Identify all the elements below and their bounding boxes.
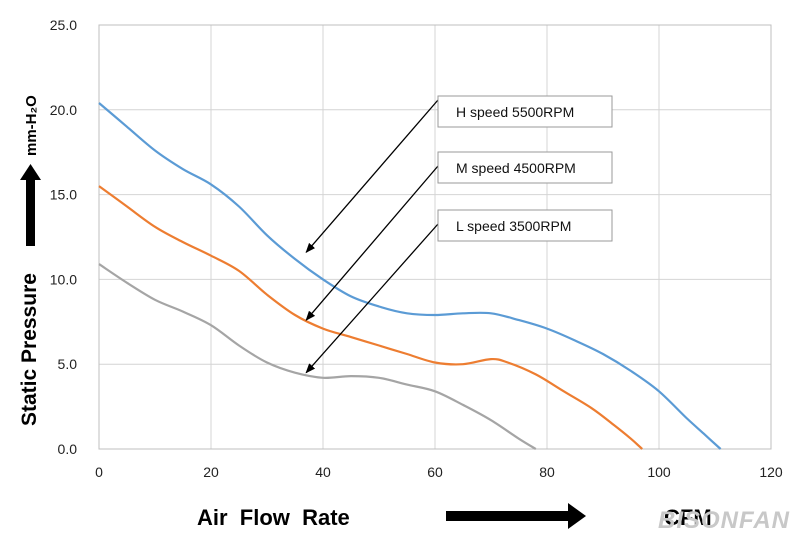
series-lines <box>98 102 722 450</box>
x-tick-label: 60 <box>427 464 443 480</box>
annotation-box <box>437 209 613 242</box>
y-tick-label: 0.0 <box>58 441 78 457</box>
x-tick-label: 20 <box>203 464 219 480</box>
x-axis-label: Air Flow Rate <box>197 505 350 530</box>
annotation-arrow <box>305 223 439 374</box>
y-tick-label: 15.0 <box>50 187 77 203</box>
y-axis-arrow-shaft <box>26 178 35 246</box>
series-line-1 <box>98 185 643 450</box>
annotation-label: M speed 4500RPM <box>456 160 576 176</box>
y-tick-label: 20.0 <box>50 102 77 118</box>
x-tick-label: 0 <box>95 464 103 480</box>
annotations: H speed 5500RPM M speed 4500RPM L speed 35… <box>305 95 613 374</box>
y-axis-label-group: Static Pressure mm-H₂O <box>18 95 41 426</box>
series-line-2 <box>98 263 537 450</box>
annotation-box <box>437 151 613 184</box>
watermark-logo: BISONFAN <box>658 507 790 534</box>
x-axis-unit: CFM <box>664 505 712 530</box>
series-line-0 <box>98 102 722 450</box>
y-axis-label: Static Pressure <box>18 273 41 426</box>
x-tick-label: 80 <box>539 464 555 480</box>
annotation-arrow <box>305 99 439 254</box>
annotation-label: H speed 5500RPM <box>456 104 574 120</box>
x-tick-label: 120 <box>759 464 783 480</box>
tick-labels: 0 20 40 60 80 100 120 0.0 5.0 10.0 15.0 20.0 25.0 <box>50 17 783 480</box>
x-axis-arrow-shaft <box>446 511 570 521</box>
x-tick-label: 40 <box>315 464 331 480</box>
y-tick-label: 10.0 <box>50 271 77 287</box>
plot-area-border <box>98 24 772 450</box>
y-axis-unit: mm-H₂O <box>23 95 40 156</box>
annotation-box <box>437 95 613 128</box>
y-axis-arrow-head <box>20 164 41 180</box>
x-tick-label: 100 <box>647 464 671 480</box>
x-axis-arrow-head <box>568 503 586 529</box>
grid <box>98 24 772 450</box>
y-tick-label: 25.0 <box>50 17 77 33</box>
annotation-label: L speed 3500RPM <box>456 218 571 234</box>
y-tick-label: 5.0 <box>58 356 78 372</box>
annotation-arrow <box>305 165 439 321</box>
